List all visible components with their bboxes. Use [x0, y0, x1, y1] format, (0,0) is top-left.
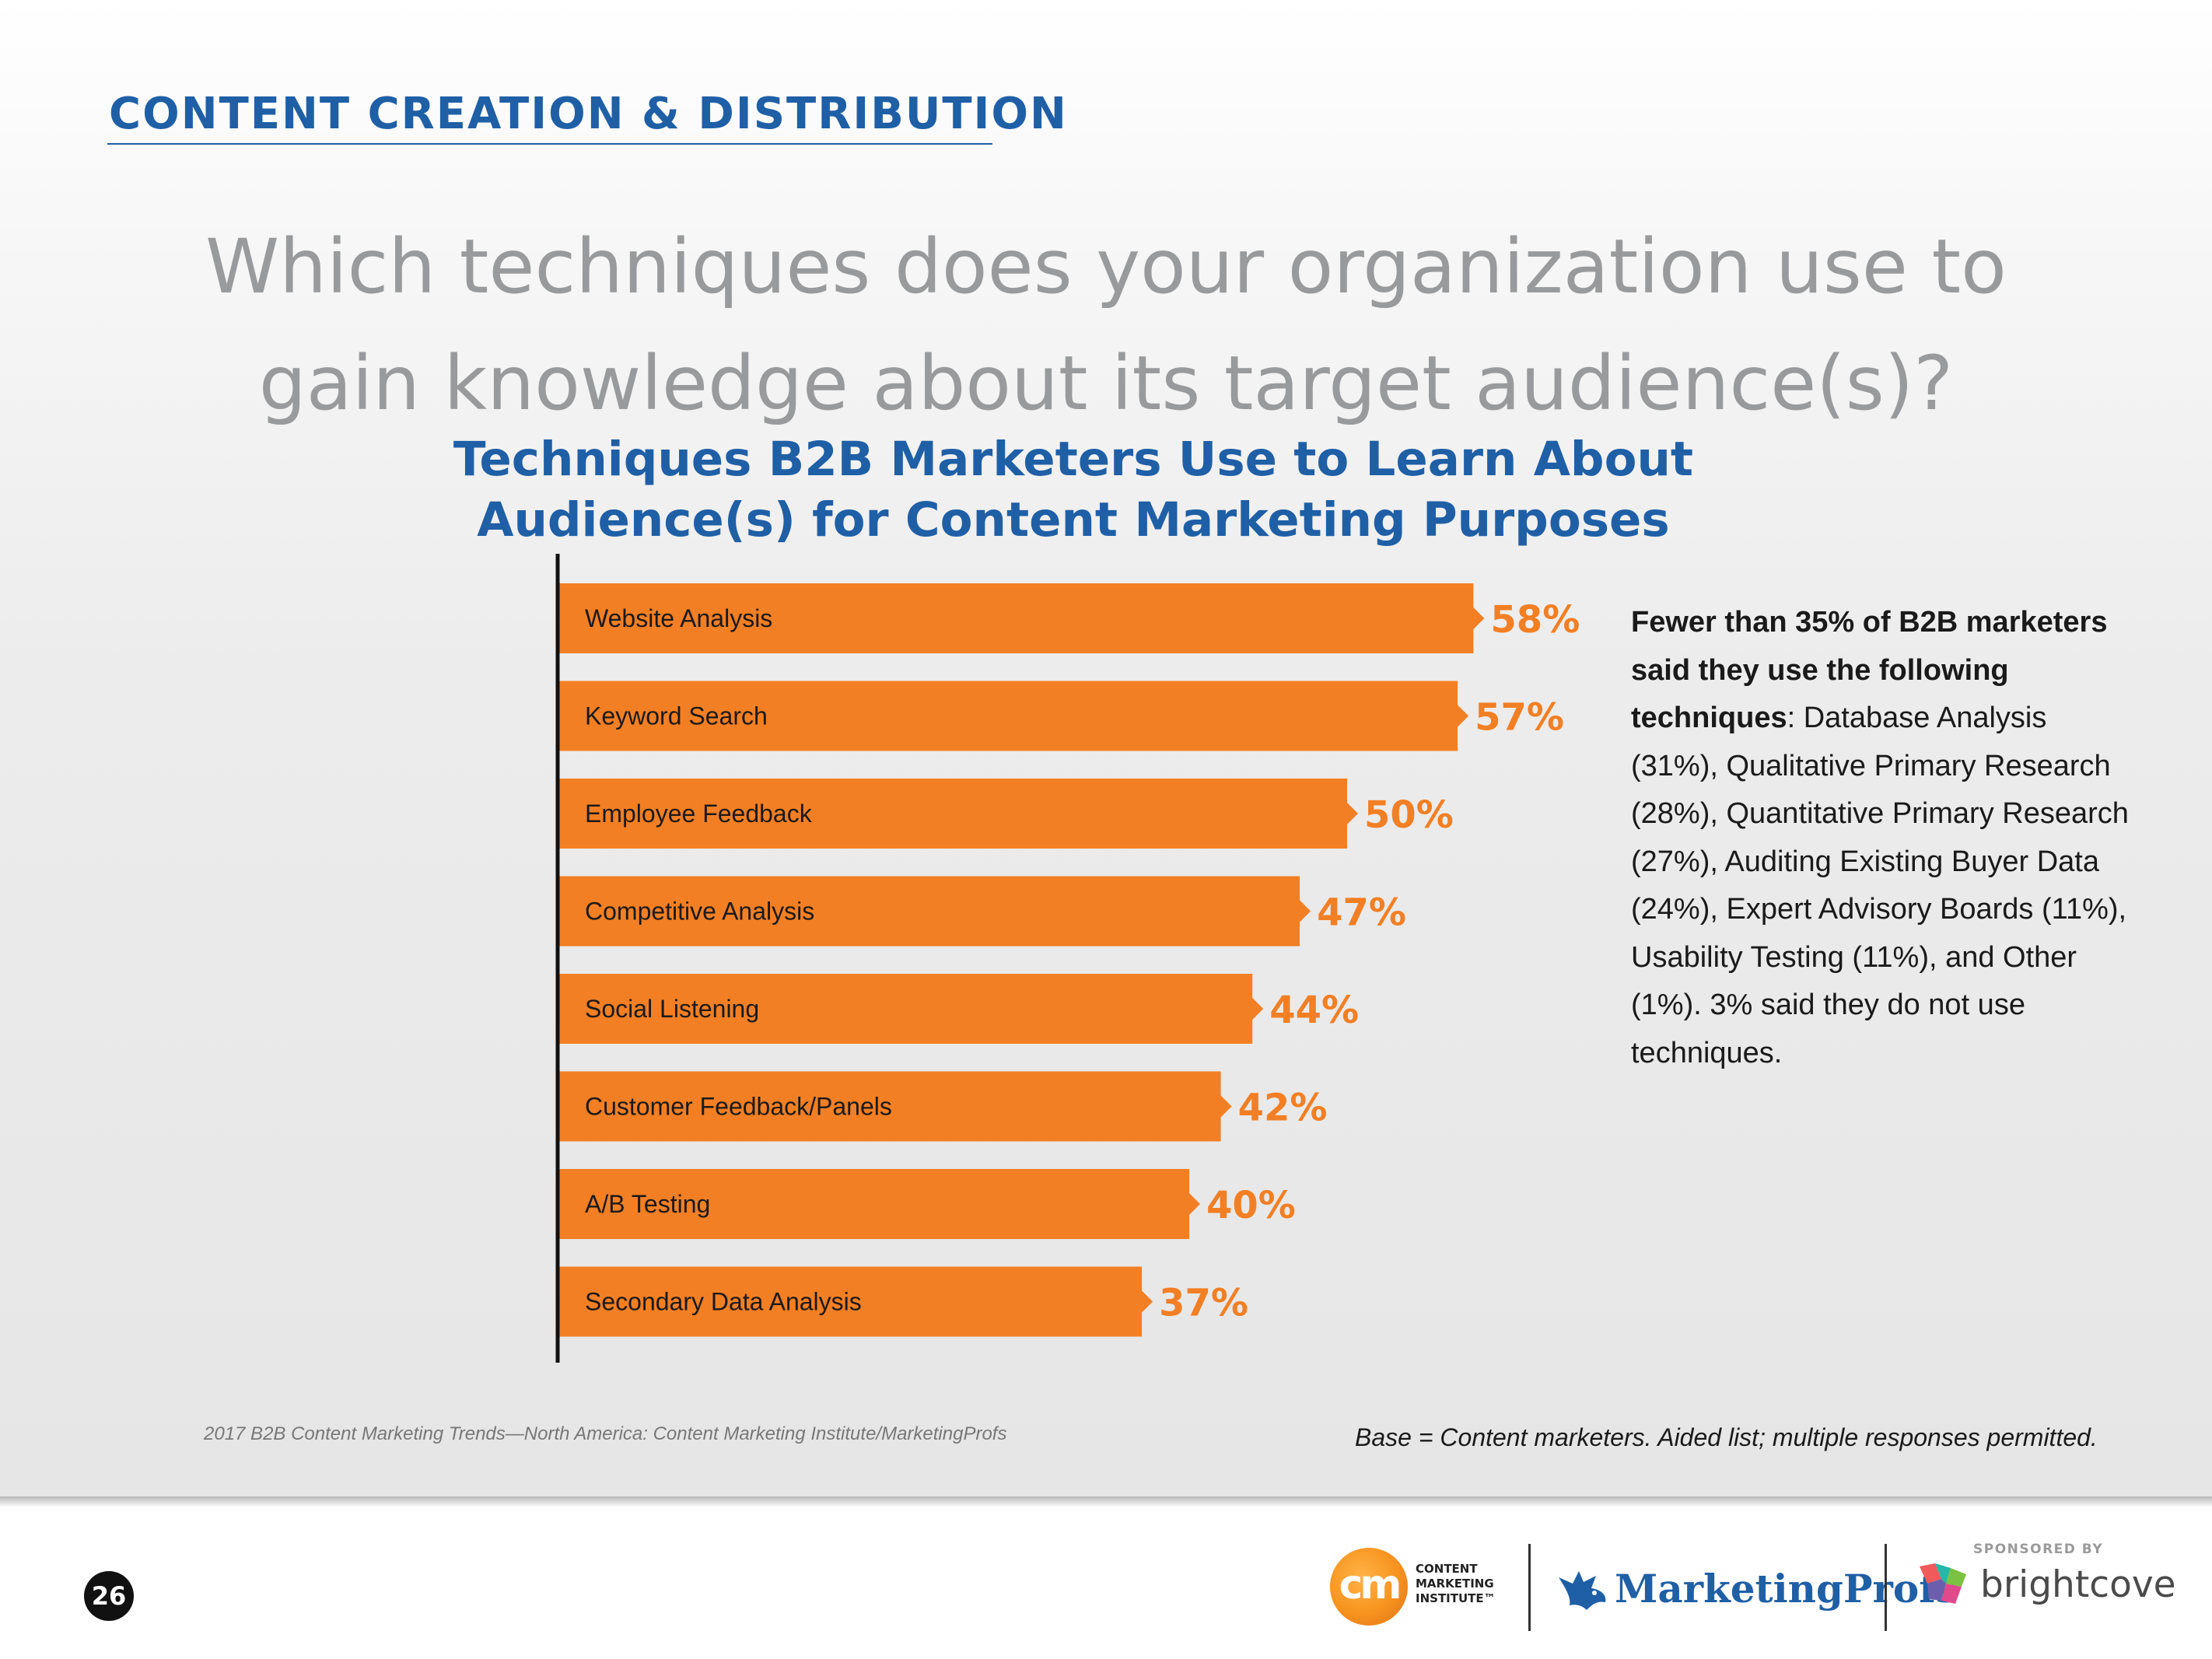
logo-divider — [1528, 1544, 1531, 1631]
cmi-logo-mark: cm — [1330, 1548, 1408, 1626]
bar — [558, 1071, 1232, 1142]
section-title: CONTENT CREATION & DISTRIBUTION — [109, 89, 1068, 139]
base-note: Base = Content marketers. Aided list; mu… — [1355, 1423, 2098, 1451]
bar — [558, 1169, 1200, 1239]
cmi-logo-text-line-2: MARKETING — [1416, 1577, 1494, 1591]
chart-title-line-2: Audience(s) for Content Marketing Purpos… — [477, 492, 1670, 548]
brightcove-logo-text: brightcove — [1980, 1563, 2176, 1606]
bar — [558, 1266, 1153, 1337]
bar — [558, 876, 1311, 947]
bar-value-label: 44% — [1269, 989, 1359, 1032]
bar-value-label: 40% — [1206, 1184, 1296, 1227]
question-line-1: Which techniques does your organization … — [205, 223, 2007, 310]
bar — [558, 779, 1358, 849]
question-heading: Which techniques does your organization … — [109, 208, 2103, 442]
bar-value-label: 58% — [1490, 598, 1580, 642]
bar-value-label: 37% — [1159, 1282, 1248, 1325]
callout-bold-text: Fewer than 35% of B2B marketers said the… — [1631, 606, 2108, 734]
brightcove-mark-icon — [1920, 1563, 1966, 1604]
brightcove-logo: brightcove — [1918, 1557, 2182, 1619]
bar-value-label: 50% — [1364, 793, 1454, 837]
source-note: 2017 B2B Content Marketing Trends—North … — [204, 1423, 1007, 1444]
bar — [558, 583, 1485, 653]
page-number: 26 — [84, 1571, 134, 1621]
cmi-logo-text-line-3: INSTITUTE™ — [1416, 1591, 1496, 1605]
chart-title: Techniques B2B Marketers Use to Learn Ab… — [373, 429, 1773, 551]
bar-value-label: 42% — [1238, 1087, 1328, 1130]
bar-value-label: 57% — [1475, 696, 1564, 740]
slide-bottom-shadow — [0, 1496, 2212, 1507]
marketingprofs-logo-text: MarketingProfs — [1615, 1566, 1958, 1612]
bar-chart: Website Analysis 58% Keyword Search 57% Empl… — [555, 554, 1580, 1363]
cmi-logo-text: CONTENT MARKETING INSTITUTE™ — [1416, 1562, 1501, 1606]
bar-category-label: Customer Feedback/Panels — [585, 1093, 892, 1121]
bar-category-label: Competitive Analysis — [585, 898, 814, 926]
sponsored-by-label: SPONSORED BY — [1973, 1542, 2104, 1557]
bar — [558, 974, 1264, 1044]
bar-category-label: Website Analysis — [585, 604, 772, 632]
chart-title-line-1: Techniques B2B Marketers Use to Learn Ab… — [453, 432, 1694, 487]
bar-category-label: A/B Testing — [585, 1190, 710, 1218]
section-title-underline — [107, 143, 992, 145]
bar-category-label: Employee Feedback — [585, 800, 813, 828]
bar — [558, 681, 1469, 751]
bird-icon — [1559, 1571, 1606, 1610]
bar-value-label: 47% — [1317, 891, 1406, 935]
bar-category-label: Keyword Search — [585, 702, 768, 730]
callout-text: Fewer than 35% of B2B marketers said the… — [1631, 599, 2129, 1077]
cmi-logo-text-line-1: CONTENT — [1416, 1562, 1478, 1576]
bar-category-label: Secondary Data Analysis — [585, 1288, 862, 1316]
bar-category-label: Social Listening — [585, 995, 759, 1023]
callout-body-text: : Database Analysis (31%), Qualitative P… — [1631, 702, 2129, 1069]
cmi-logo: cm CONTENT MARKETING INSTITUTE™ — [1330, 1548, 1501, 1626]
logo-divider — [1885, 1544, 1887, 1631]
question-line-2: gain knowledge about its target audience… — [258, 340, 1954, 427]
